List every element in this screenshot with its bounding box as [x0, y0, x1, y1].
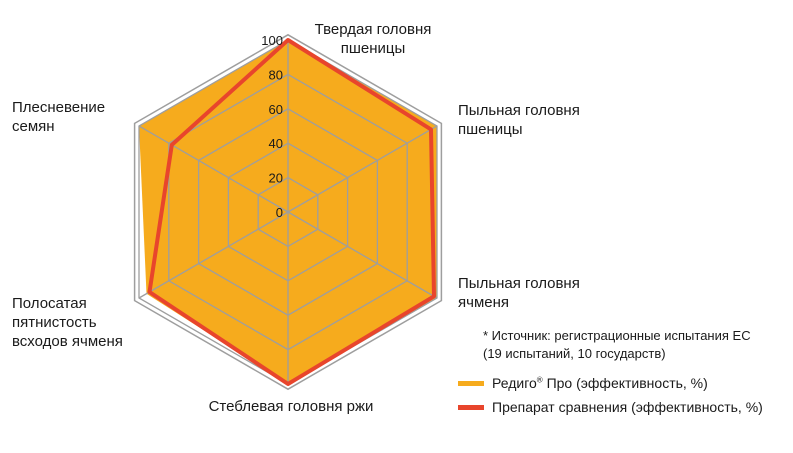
axis-label-steblevaya-golovnya: Стеблевая головня ржи — [208, 398, 374, 415]
legend-item-comparison: Препарат сравнения (эффективность, %) — [458, 399, 763, 415]
tick-label-4: 80 — [269, 67, 283, 82]
legend-label-comparison: Препарат сравнения (эффективность, %) — [492, 399, 763, 415]
source-note: * Источник: регистрационные испытания ЕС… — [483, 328, 751, 361]
tick-label-2: 40 — [269, 136, 283, 151]
axis-label-polosataya-pyatnistost: Полосатая пятнистость всходов ячменя — [12, 295, 123, 350]
series-line-1 — [147, 38, 436, 386]
legend-item-redigo: Редиго® Про (эффективность, %) — [458, 375, 708, 391]
axis-label-tverdaya-golovnya: Твердая головня пшеницы — [314, 21, 432, 57]
grid-spoke-2 — [287, 211, 438, 299]
legend-swatch-comparison — [458, 404, 484, 410]
axis-label-pylnaya-golovnya-yachmenya: Пыльная головня ячменя — [458, 275, 580, 311]
tick-label-3: 60 — [269, 102, 283, 117]
tick-label-0: 0 — [276, 205, 283, 220]
grid-spoke-5 — [138, 125, 289, 213]
grid-spoke-4 — [138, 211, 289, 299]
axis-label-pylnaya-golovnya-pshenitsy: Пыльная головня пшеницы — [458, 102, 580, 138]
tick-label-5: 100 — [261, 33, 283, 48]
tick-label-1: 20 — [269, 171, 283, 186]
radar-outer-border — [133, 33, 443, 391]
legend-label-redigo: Редиго® Про (эффективность, %) — [492, 375, 708, 391]
axis-label-plesnevenie-semyan: Плесневение семян — [12, 99, 106, 135]
legend-swatch-redigo — [458, 380, 484, 386]
grid-spoke-1 — [287, 125, 438, 213]
